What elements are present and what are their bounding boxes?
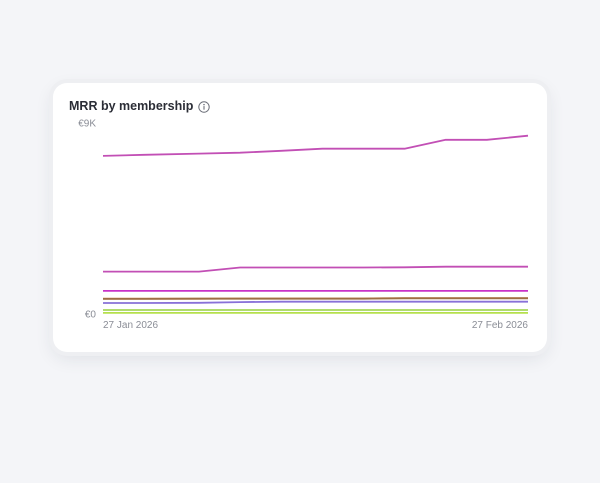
series-line-2[interactable]: [103, 265, 528, 273]
series-line-5[interactable]: [103, 297, 528, 300]
x-tick-label-end: 27 Feb 2026: [472, 320, 529, 331]
card-header: MRR by membership: [69, 99, 211, 113]
card-title: MRR by membership: [69, 99, 194, 113]
y-tick-label-min: €0: [85, 310, 97, 321]
mrr-card: MRR by membership €9K €0 27 Jan 2026 27 …: [53, 83, 547, 352]
series-line-1[interactable]: [102, 134, 529, 157]
mrr-line-chart: €9K €0 27 Jan 2026 27 Feb 2026: [78, 119, 529, 332]
series-layer: [102, 134, 529, 314]
y-tick-label-max: €9K: [78, 119, 96, 130]
info-circle-icon[interactable]: [198, 100, 211, 113]
series-line-6[interactable]: [103, 300, 528, 304]
x-tick-label-start: 27 Jan 2026: [103, 320, 158, 331]
